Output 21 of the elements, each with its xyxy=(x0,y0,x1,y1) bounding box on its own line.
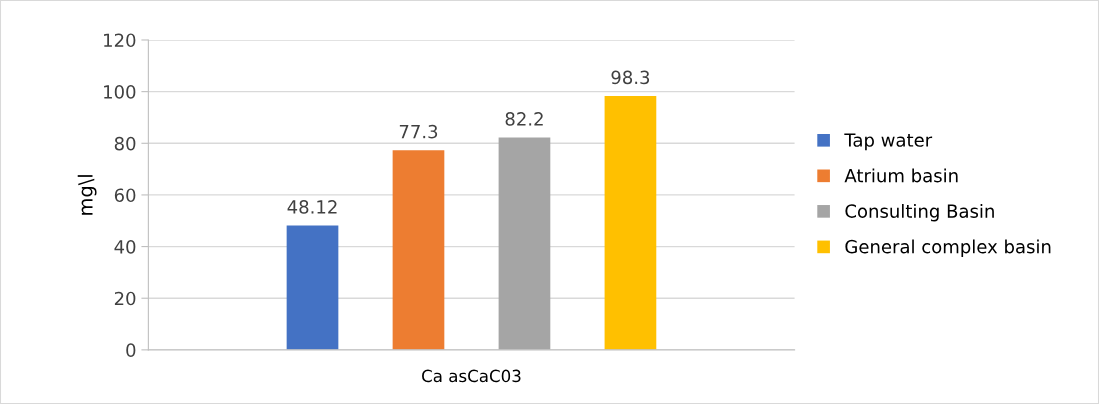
y-tick-label: 40 xyxy=(114,240,136,254)
data-label: 77.3 xyxy=(399,124,438,139)
data-label: 98.3 xyxy=(611,70,650,85)
legend-label: Tap water xyxy=(844,133,933,151)
y-axis-title: mg\l xyxy=(77,175,97,215)
y-tick-label: 100 xyxy=(104,85,136,99)
x-tick-label: Ca asCaC03 xyxy=(422,369,521,383)
y-tick-label: 80 xyxy=(114,136,136,151)
legend-label: Consulting Basin xyxy=(845,203,994,222)
bar xyxy=(604,96,657,350)
y-tick-label: 0 xyxy=(126,343,136,357)
data-label: 82.2 xyxy=(505,112,543,126)
bar xyxy=(286,225,339,350)
bar xyxy=(392,150,445,350)
bar xyxy=(498,137,551,350)
y-tick-label: 120 xyxy=(104,33,136,48)
y-tick-label: 60 xyxy=(114,188,136,203)
legend-label: General complex basin xyxy=(845,239,1051,257)
legend-label: Atrium basin xyxy=(844,168,958,183)
y-tick-label: 20 xyxy=(114,291,136,306)
data-label: 48.12 xyxy=(287,200,337,214)
